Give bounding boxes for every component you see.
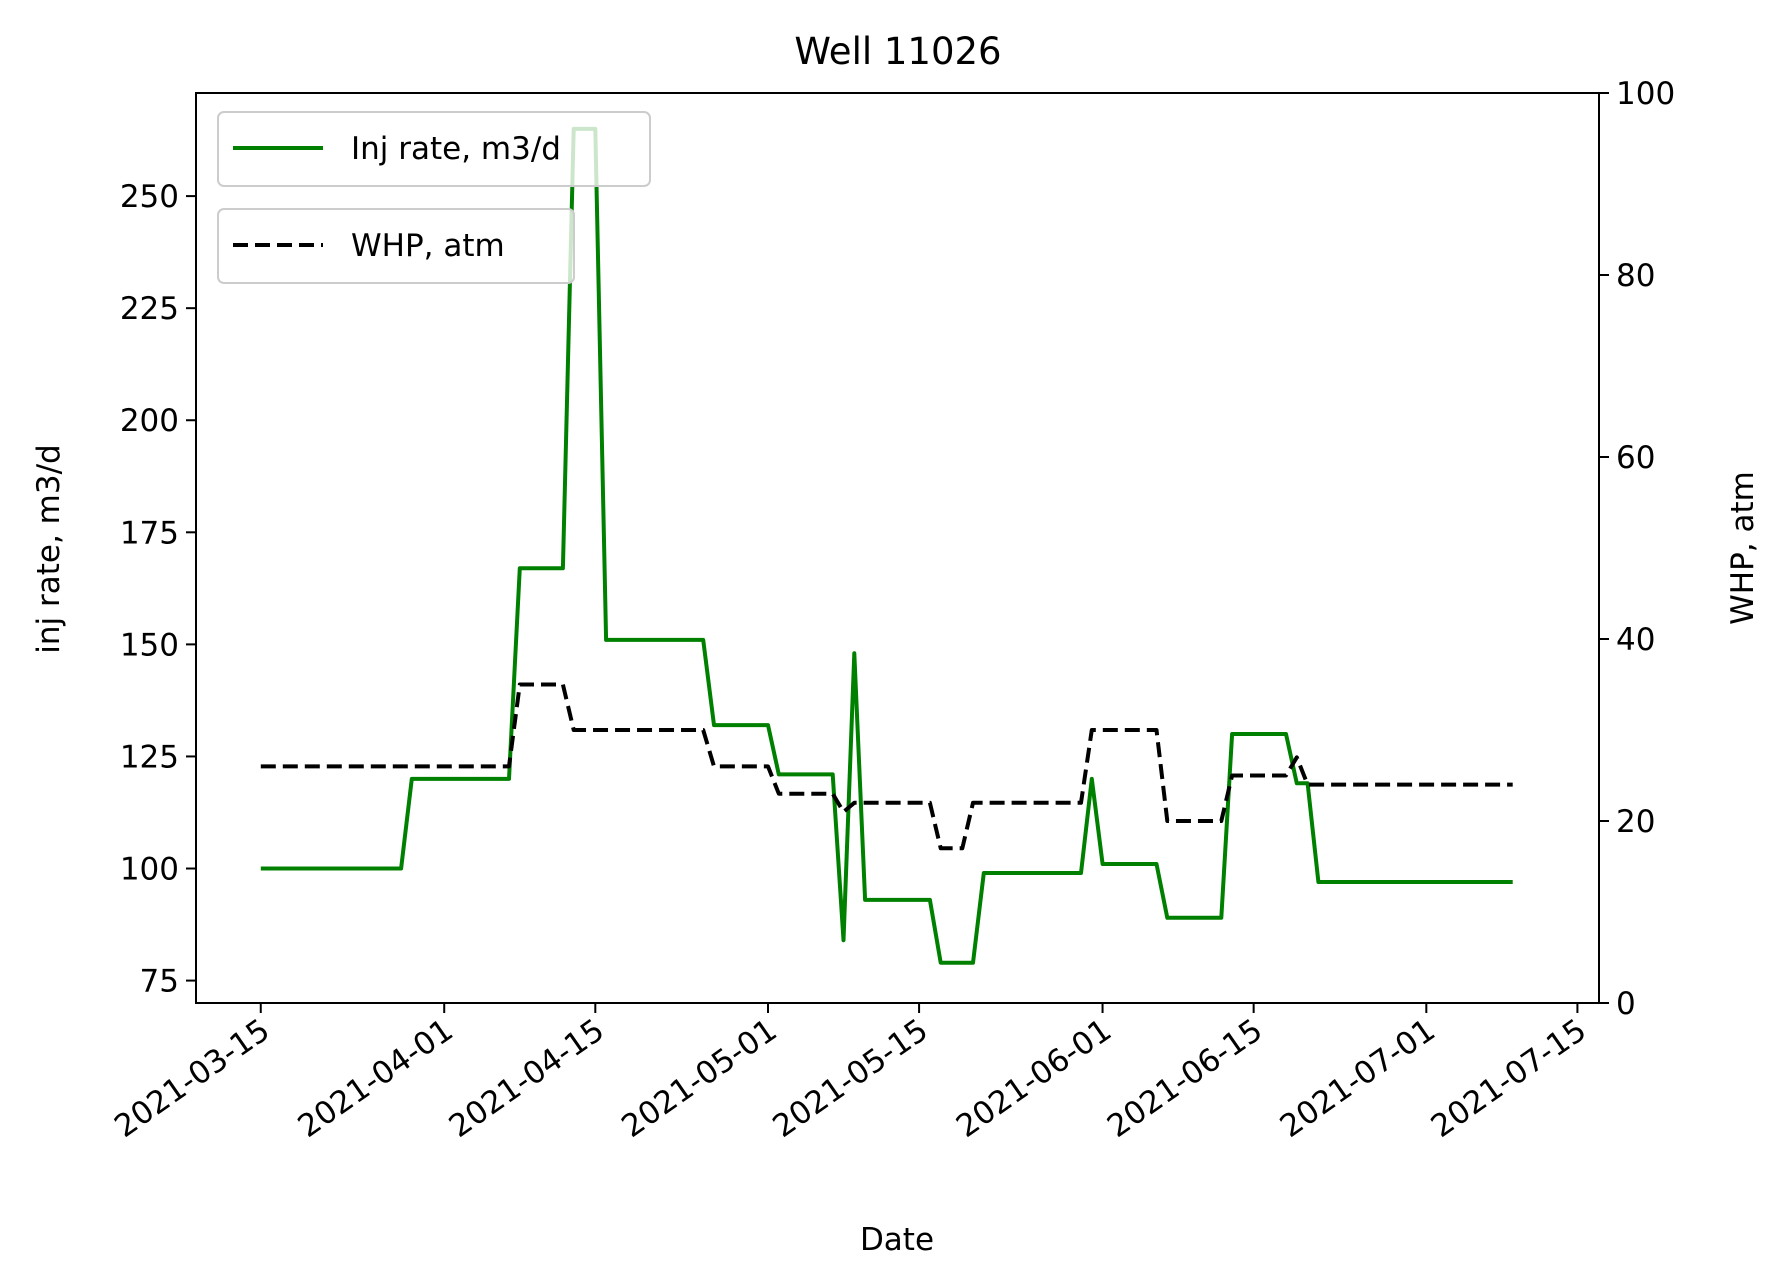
series-line-whp [260,682,1513,851]
y-right-tick-label: 20 [1616,804,1655,840]
y-right-tick-label: 40 [1616,622,1655,658]
y-left-tick-label: 150 [120,627,179,663]
y-left-tick-label: 250 [120,179,179,215]
series-line-inj-rate [260,126,1513,965]
chart-title: Well 11026 [794,30,1001,73]
legend-whp: WHP, atm [217,208,575,284]
legend-whp-box [217,208,575,284]
y-axis-right-title: WHP, atm [1725,471,1761,625]
y-left-tick-label: 100 [120,852,179,888]
legend-inj-rate: Inj rate, m3/d [217,111,651,187]
legend-inj-rate-box [217,111,651,187]
y-left-tick-label: 200 [120,403,179,439]
y-left-tick-label: 175 [120,515,179,551]
plot-frame [195,92,1600,1004]
y-left-tick-label: 125 [120,739,179,775]
series-layer [260,126,1513,965]
y-left-tick-label: 75 [140,964,179,1000]
y-right-tick-label: 60 [1616,440,1655,476]
y-axis-left-title: inj rate, m3/d [31,444,67,653]
y-left-tick-label: 225 [120,291,179,327]
y-right-tick-label: 80 [1616,258,1655,294]
x-axis-title: Date [860,1222,934,1258]
legend-whp-label: WHP, atm [351,228,505,264]
y-right-tick-label: 100 [1616,76,1675,112]
y-right-tick-label: 0 [1616,986,1636,1022]
legend-inj-rate-label: Inj rate, m3/d [351,131,561,167]
